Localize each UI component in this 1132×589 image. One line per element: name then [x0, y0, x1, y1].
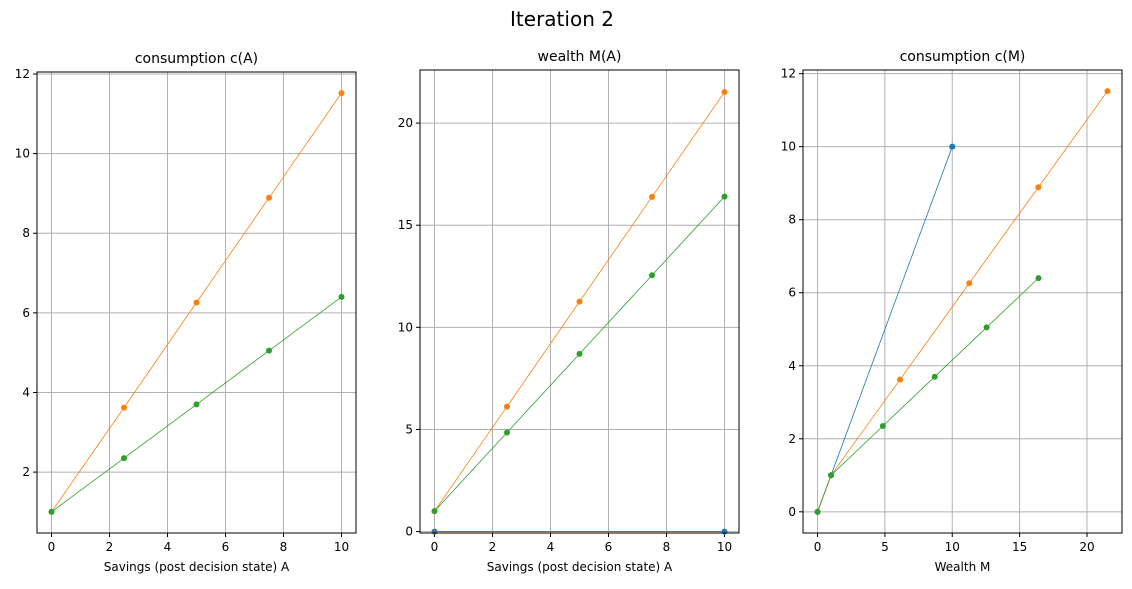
x-tick-label: 4 — [547, 540, 555, 554]
data-point-orange — [576, 298, 583, 305]
data-point-orange — [721, 89, 728, 96]
data-point-green — [649, 272, 655, 279]
data-point-green — [431, 508, 438, 515]
x-tick-label: 6 — [222, 540, 230, 554]
axes-frame — [419, 69, 740, 534]
y-tick-label: 2 — [22, 465, 30, 479]
x-axis-label: Savings (post decision state) A — [487, 560, 673, 574]
data-point-green — [879, 423, 886, 430]
subplot-title: consumption c(A) — [135, 51, 258, 67]
data-point-green — [266, 347, 272, 354]
x-tick-label: 8 — [663, 540, 671, 554]
x-tick-label: 20 — [1079, 540, 1094, 554]
data-point-orange — [1104, 88, 1111, 95]
data-point-green — [721, 193, 728, 200]
data-point-orange — [1035, 184, 1042, 191]
data-point-green — [338, 293, 345, 300]
data-point-green — [983, 324, 990, 331]
axes-frame — [36, 71, 357, 534]
y-tick-label: 12 — [781, 67, 796, 81]
y-tick-label: 12 — [15, 67, 30, 81]
x-tick-label: 5 — [881, 540, 889, 554]
y-tick-label: 5 — [405, 422, 413, 436]
y-tick-label: 6 — [788, 286, 796, 300]
data-point-blue — [949, 143, 956, 150]
data-point-green — [814, 508, 821, 515]
y-tick-label: 8 — [22, 226, 30, 240]
y-tick-label: 0 — [405, 525, 413, 539]
x-tick-label: 8 — [280, 540, 288, 554]
y-tick-label: 20 — [398, 116, 413, 130]
series-line-orange — [817, 90, 1108, 512]
data-point-orange — [966, 280, 973, 287]
y-tick-label: 10 — [15, 147, 30, 161]
x-tick-label: 2 — [106, 540, 114, 554]
data-point-green — [504, 429, 510, 436]
subplot-3: 0 5 10 15 20 0 2 4 6 8 10 12 consumption c(M) Wealth … — [781, 49, 1123, 574]
axes-frame — [802, 69, 1123, 534]
series-line-green — [817, 277, 1039, 512]
data-point-green — [1035, 275, 1042, 282]
data-point-blue — [721, 528, 728, 535]
y-tick-label: 4 — [788, 359, 796, 373]
y-tick-label: 0 — [788, 505, 796, 519]
y-tick-label: 10 — [781, 140, 796, 154]
data-point-green — [931, 373, 938, 380]
x-tick-label: 10 — [717, 540, 732, 554]
y-tick-label: 2 — [788, 432, 796, 446]
figure-title: Iteration 2 — [510, 7, 614, 31]
y-tick-label: 8 — [788, 213, 796, 227]
subplot-2: 0 2 4 6 8 10 0 5 10 15 20 wealth M(A) Savings (post … — [398, 49, 740, 574]
data-point-green — [121, 455, 127, 462]
y-tick-label: 15 — [398, 218, 413, 232]
x-tick-label: 0 — [48, 540, 56, 554]
subplot-title: wealth M(A) — [538, 49, 622, 65]
x-tick-label: 4 — [164, 540, 172, 554]
data-point-blue — [431, 528, 438, 535]
x-tick-label: 2 — [489, 540, 497, 554]
data-point-green — [193, 401, 200, 408]
data-point-orange — [266, 194, 272, 201]
x-tick-label: 15 — [1012, 540, 1027, 554]
data-point-orange — [121, 404, 127, 411]
data-point-green — [828, 472, 835, 479]
subplot-title: consumption c(M) — [900, 49, 1026, 65]
x-tick-label: 0 — [814, 540, 822, 554]
data-point-orange — [649, 193, 655, 200]
y-tick-label: 10 — [398, 320, 413, 334]
data-point-orange — [504, 403, 510, 410]
x-tick-label: 10 — [945, 540, 960, 554]
x-axis-label: Savings (post decision state) A — [104, 560, 290, 574]
subplot-1: 0 2 4 6 8 10 2 4 6 8 10 12 consumption c(A) Savings (… — [15, 51, 357, 574]
data-point-green — [576, 350, 583, 357]
x-axis-label: Wealth M — [935, 560, 991, 574]
y-tick-label: 4 — [22, 385, 30, 399]
x-tick-label: 10 — [334, 540, 349, 554]
data-point-orange — [896, 376, 903, 383]
x-tick-label: 6 — [605, 540, 613, 554]
data-point-orange — [338, 90, 345, 97]
data-point-green — [48, 508, 55, 515]
data-point-orange — [193, 299, 200, 306]
y-tick-label: 6 — [22, 306, 30, 320]
x-tick-label: 0 — [431, 540, 439, 554]
